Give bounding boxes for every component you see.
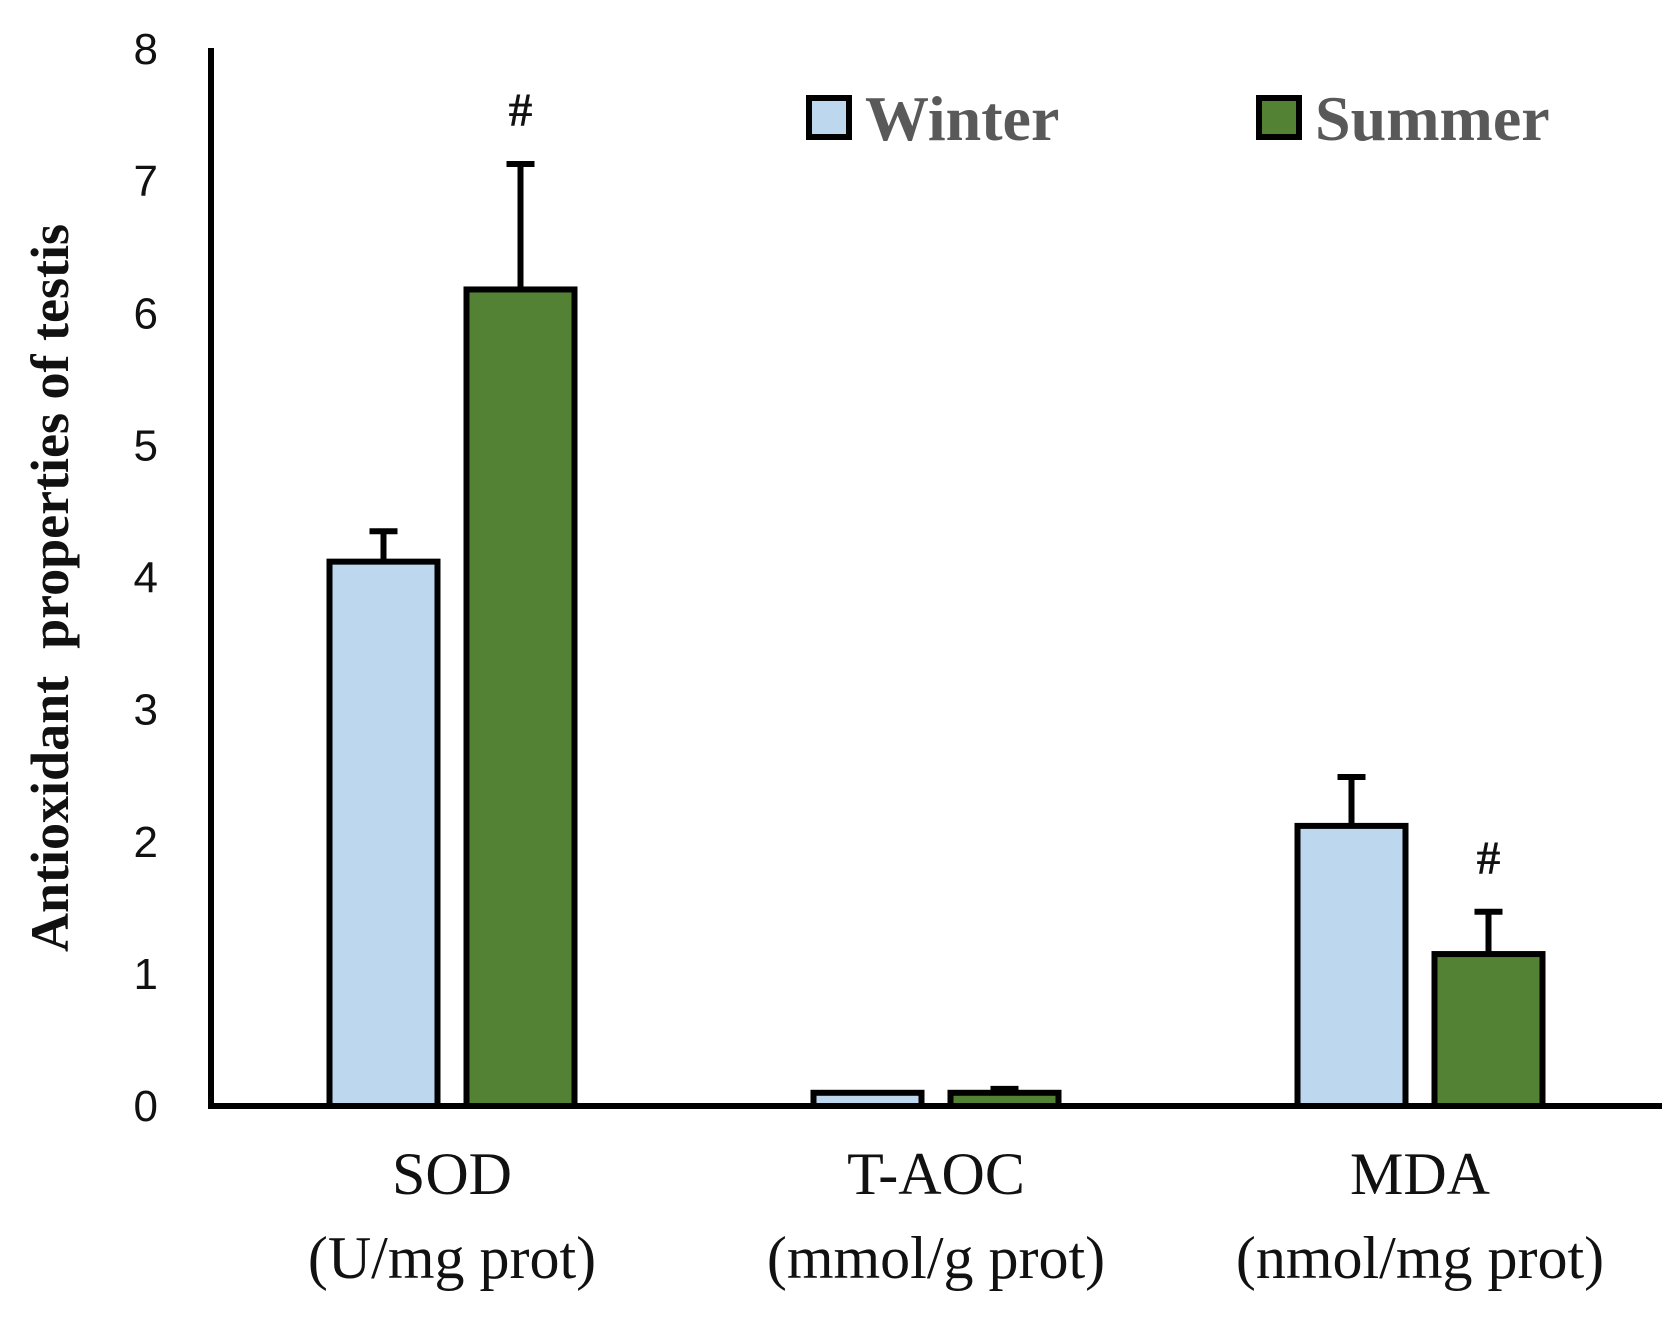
legend-label-summer: Summer bbox=[1315, 83, 1550, 154]
category-unit-label: (U/mg prot) bbox=[308, 1225, 596, 1291]
significance-marker: # bbox=[1477, 832, 1501, 885]
category-label: SOD bbox=[392, 1141, 512, 1207]
bar-summer-mda bbox=[1431, 951, 1546, 1110]
y-tick-label: 7 bbox=[134, 157, 158, 206]
legend-swatch-winter bbox=[806, 95, 852, 140]
y-axis-label: Antioxidant properties of testis bbox=[20, 224, 80, 952]
y-tick-label: 3 bbox=[134, 686, 158, 735]
category-label: T-AOC bbox=[847, 1141, 1025, 1207]
legend-swatch-summer bbox=[1256, 95, 1302, 140]
bar-summer-sod bbox=[463, 286, 578, 1109]
category-unit-label: (nmol/mg prot) bbox=[1236, 1225, 1604, 1291]
y-tick-label: 8 bbox=[134, 25, 158, 74]
y-tick-label: 2 bbox=[134, 818, 158, 867]
legend: Winter Summer bbox=[806, 83, 1550, 154]
bar-winter-mda bbox=[1294, 822, 1409, 1110]
y-tick-label: 1 bbox=[134, 950, 158, 999]
y-tick-label: 6 bbox=[134, 289, 158, 338]
category-label: MDA bbox=[1350, 1141, 1490, 1207]
y-tick-label: 4 bbox=[134, 554, 158, 603]
legend-label-winter: Winter bbox=[865, 83, 1059, 154]
y-tick-label: 5 bbox=[134, 421, 158, 470]
y-tick-label: 0 bbox=[134, 1082, 158, 1131]
significance-marker: # bbox=[509, 84, 533, 137]
bar-winter-sod bbox=[326, 558, 441, 1109]
category-unit-label: (mmol/g prot) bbox=[767, 1225, 1105, 1291]
